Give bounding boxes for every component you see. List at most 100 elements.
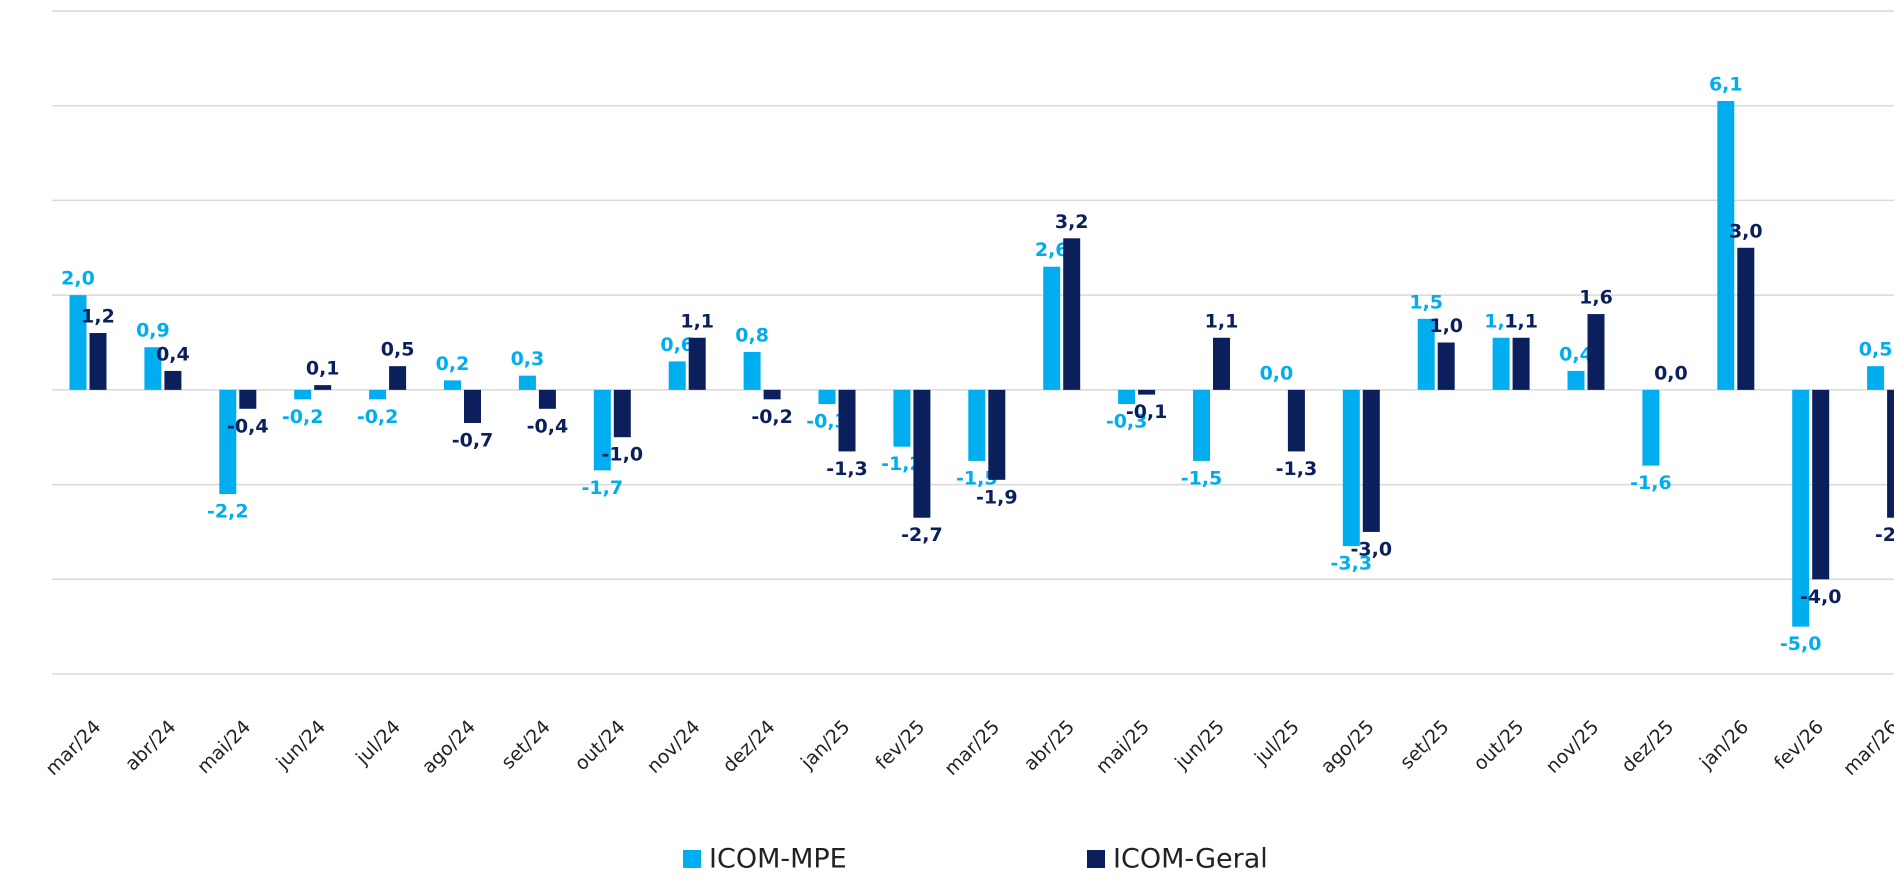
bar (219, 389, 237, 495)
bar (1642, 389, 1660, 466)
bar (369, 389, 387, 400)
data-label: -1,3 (1276, 458, 1318, 480)
data-label: -0,1 (1126, 401, 1168, 423)
data-label: 1,1 (1484, 310, 1518, 332)
x-tick-label: jan/26 (1695, 716, 1753, 774)
x-tick-label: dez/24 (718, 716, 779, 777)
data-label: 0,3 (511, 348, 545, 370)
x-tick-label: jun/25 (1170, 716, 1229, 775)
x-tick-label: set/25 (1396, 716, 1454, 774)
x-tick-label: out/25 (1469, 716, 1528, 775)
bar (1587, 314, 1605, 390)
data-label: -0,2 (751, 406, 793, 428)
data-label: -1,0 (602, 444, 644, 466)
bar (1118, 389, 1136, 405)
data-label: 1,6 (1579, 287, 1613, 309)
data-label: -4,0 (1800, 586, 1842, 608)
legend-label: ICOM-MPE (709, 844, 847, 875)
bar (314, 385, 332, 390)
data-label: -0,4 (527, 415, 569, 437)
bar (763, 389, 781, 400)
bar (1193, 389, 1210, 461)
x-tick-label: jul/25 (1250, 716, 1304, 770)
bar (1287, 389, 1305, 452)
bar (1437, 342, 1455, 390)
x-tick-label: nov/25 (1542, 716, 1604, 778)
bar (1138, 389, 1156, 395)
data-label: -3,0 (1351, 538, 1393, 560)
bar (838, 389, 856, 452)
legend-swatch (683, 850, 701, 868)
data-label: 0,2 (436, 353, 470, 375)
bar (1492, 337, 1510, 390)
data-label: 3,0 (1729, 220, 1763, 242)
data-label: -1,5 (956, 467, 998, 489)
x-tick-label: jan/25 (796, 716, 854, 774)
x-tick-label: abr/25 (1020, 716, 1079, 775)
data-label: 2,0 (61, 268, 95, 290)
data-label: 0,0 (1654, 362, 1688, 384)
data-label: -3,3 (1331, 553, 1373, 575)
bar (144, 347, 162, 390)
x-tick-label: abr/24 (121, 716, 180, 775)
data-label: 0,4 (156, 343, 190, 365)
data-label: 0,6 (660, 334, 694, 356)
bar (1867, 366, 1885, 390)
data-label: -5,0 (1780, 633, 1822, 655)
data-label: -2,7 (901, 524, 943, 546)
x-tick-label: mai/25 (1092, 716, 1154, 778)
data-label: -1,9 (976, 486, 1018, 508)
data-label: 1,1 (1504, 310, 1538, 332)
bar (593, 389, 611, 471)
data-label: -1,2 (881, 453, 923, 475)
bar (893, 389, 911, 447)
data-label: 1,2 (81, 306, 115, 328)
bar (913, 389, 931, 518)
bar (818, 389, 836, 405)
x-tick-label: mar/26 (1839, 716, 1894, 780)
bar (688, 337, 706, 390)
bar (1362, 389, 1380, 532)
data-label: -1,3 (826, 458, 868, 480)
bar (538, 389, 556, 409)
bar (89, 333, 107, 390)
x-tick-label: ago/24 (418, 716, 480, 778)
bar (1342, 389, 1360, 547)
x-tick-label: mar/24 (41, 716, 105, 780)
bar (743, 351, 761, 390)
data-label: -1,6 (1630, 472, 1672, 494)
bar (613, 389, 631, 438)
x-tick-label: out/24 (571, 716, 630, 775)
bar (1417, 318, 1435, 390)
bar (239, 389, 257, 409)
x-tick-label: fev/25 (871, 716, 929, 774)
bar (1812, 389, 1830, 580)
data-label: -0,2 (357, 406, 399, 428)
x-tick-label: jul/24 (351, 716, 405, 770)
x-tick-label: ago/25 (1317, 716, 1379, 778)
data-label: -0,4 (227, 415, 269, 437)
data-label: 0,1 (306, 358, 340, 380)
legend-label: ICOM-Geral (1113, 844, 1268, 875)
data-label: 0,5 (381, 339, 415, 361)
data-label: -2,7 (1875, 524, 1894, 546)
bar (988, 389, 1006, 480)
data-label: -0,3 (1106, 411, 1148, 433)
bar (668, 361, 686, 390)
bar (294, 389, 312, 400)
bar (444, 380, 461, 390)
bar (1043, 266, 1061, 390)
data-label: -0,7 (452, 430, 494, 452)
x-tick-label: set/24 (497, 716, 555, 774)
bar (1213, 337, 1230, 390)
data-label: -0,2 (282, 406, 324, 428)
bar (1717, 100, 1735, 390)
data-label: 0,9 (136, 320, 170, 342)
data-label: -1,7 (582, 477, 624, 499)
bar (518, 375, 536, 390)
bar (968, 389, 986, 461)
bar (164, 370, 182, 390)
data-label: 0,8 (735, 324, 769, 346)
data-label: 6,1 (1709, 73, 1743, 95)
x-tick-label: mar/25 (940, 716, 1004, 780)
